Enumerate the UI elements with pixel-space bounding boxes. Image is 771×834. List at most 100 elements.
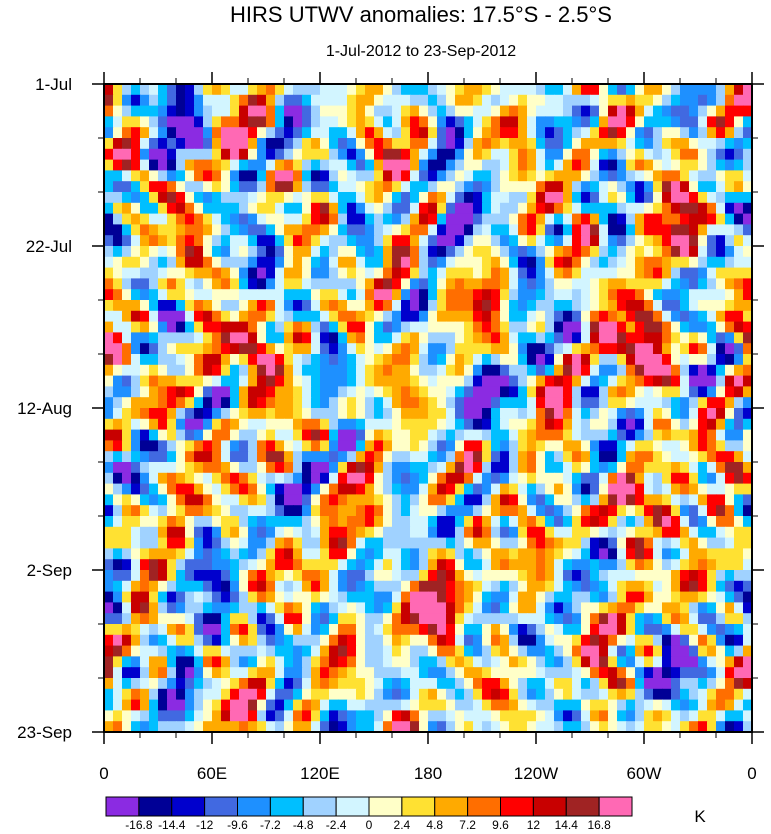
heatmap-cell [590, 526, 600, 539]
heatmap-cell [149, 213, 159, 225]
heatmap-cell [104, 246, 114, 258]
heatmap-cell [320, 699, 330, 711]
heatmap-cell [671, 678, 681, 690]
heatmap-cell [662, 159, 672, 171]
heatmap-cell [122, 559, 132, 571]
heatmap-cell [563, 624, 573, 636]
heatmap-cell [266, 246, 276, 258]
heatmap-cell [140, 516, 150, 528]
heatmap-cell [599, 613, 609, 625]
heatmap-cell [149, 148, 159, 161]
heatmap-cell [581, 721, 591, 733]
heatmap-cell [743, 397, 753, 409]
heatmap-cell [716, 494, 726, 506]
heatmap-cell [464, 667, 474, 679]
heatmap-cell [194, 364, 204, 377]
heatmap-cell [383, 537, 393, 549]
heatmap-cell [275, 688, 285, 701]
heatmap-cell [284, 483, 294, 495]
heatmap-cell [599, 483, 609, 495]
heatmap-cell [698, 354, 708, 366]
heatmap-cell [482, 343, 492, 355]
heatmap-cell [176, 332, 186, 344]
heatmap-cell [563, 570, 573, 582]
heatmap-cell [284, 451, 294, 463]
heatmap-cell [662, 256, 672, 269]
heatmap-cell [122, 289, 132, 301]
heatmap-cell [419, 472, 429, 485]
heatmap-cell [104, 386, 114, 398]
heatmap-cell [482, 688, 492, 701]
heatmap-cell [572, 202, 582, 215]
heatmap-cell [563, 321, 573, 333]
heatmap-cell [419, 656, 429, 668]
heatmap-cell [392, 224, 402, 236]
heatmap-cell [653, 559, 663, 571]
heatmap-cell [329, 634, 339, 647]
heatmap-cell [491, 688, 501, 701]
heatmap-cell [293, 494, 303, 506]
heatmap-cell [140, 656, 150, 668]
heatmap-cell [590, 440, 600, 452]
heatmap-cell [248, 354, 258, 366]
heatmap-cell [410, 645, 420, 657]
heatmap-cell [581, 591, 591, 603]
heatmap-cell [554, 213, 564, 225]
heatmap-cell [536, 267, 546, 279]
heatmap-cell [275, 580, 285, 593]
heatmap-cell [230, 526, 240, 539]
heatmap-cell [176, 472, 186, 485]
heatmap-cell [221, 332, 231, 344]
heatmap-cell [284, 699, 294, 711]
heatmap-cell [563, 332, 573, 344]
heatmap-cell [122, 634, 132, 647]
heatmap-cell [203, 559, 213, 571]
heatmap-cell [149, 645, 159, 657]
heatmap-cell [356, 289, 366, 301]
heatmap-cell [131, 343, 141, 355]
heatmap-cell [419, 159, 429, 171]
heatmap-cell [284, 526, 294, 539]
heatmap-cell [329, 224, 339, 236]
heatmap-cell [149, 559, 159, 571]
heatmap-cell [149, 116, 159, 128]
heatmap-cell [392, 494, 402, 506]
heatmap-cell [158, 105, 168, 117]
heatmap-cell [599, 634, 609, 647]
heatmap-cell [311, 559, 321, 571]
heatmap-cell [734, 634, 744, 647]
heatmap-cell [149, 300, 159, 312]
heatmap-cell [455, 127, 465, 139]
heatmap-cell [545, 462, 555, 474]
heatmap-cell [500, 613, 510, 625]
heatmap-cell [527, 138, 537, 150]
heatmap-cell [401, 267, 411, 279]
heatmap-cell [320, 246, 330, 258]
heatmap-cell [644, 105, 654, 117]
heatmap-cell [644, 483, 654, 495]
heatmap-cell [419, 105, 429, 117]
heatmap-cell [176, 354, 186, 366]
heatmap-cell [221, 267, 231, 279]
heatmap-cell [644, 84, 654, 96]
heatmap-cell [131, 202, 141, 215]
heatmap-cell [689, 343, 699, 355]
heatmap-cell [338, 462, 348, 474]
heatmap-cell [572, 656, 582, 668]
heatmap-cell [725, 105, 735, 117]
heatmap-cell [221, 505, 231, 517]
heatmap-cell [347, 645, 357, 657]
heatmap-cell [176, 267, 186, 279]
heatmap-cell [455, 148, 465, 161]
heatmap-cell [356, 170, 366, 182]
heatmap-cell [518, 645, 528, 657]
heatmap-cell [554, 462, 564, 474]
heatmap-cell [707, 721, 717, 733]
heatmap-cell [419, 440, 429, 452]
heatmap-cell [689, 84, 699, 96]
heatmap-cell [725, 181, 735, 193]
heatmap-cell [329, 591, 339, 603]
heatmap-cell [365, 375, 375, 387]
heatmap-cell [266, 678, 276, 690]
heatmap-cell [212, 721, 222, 733]
